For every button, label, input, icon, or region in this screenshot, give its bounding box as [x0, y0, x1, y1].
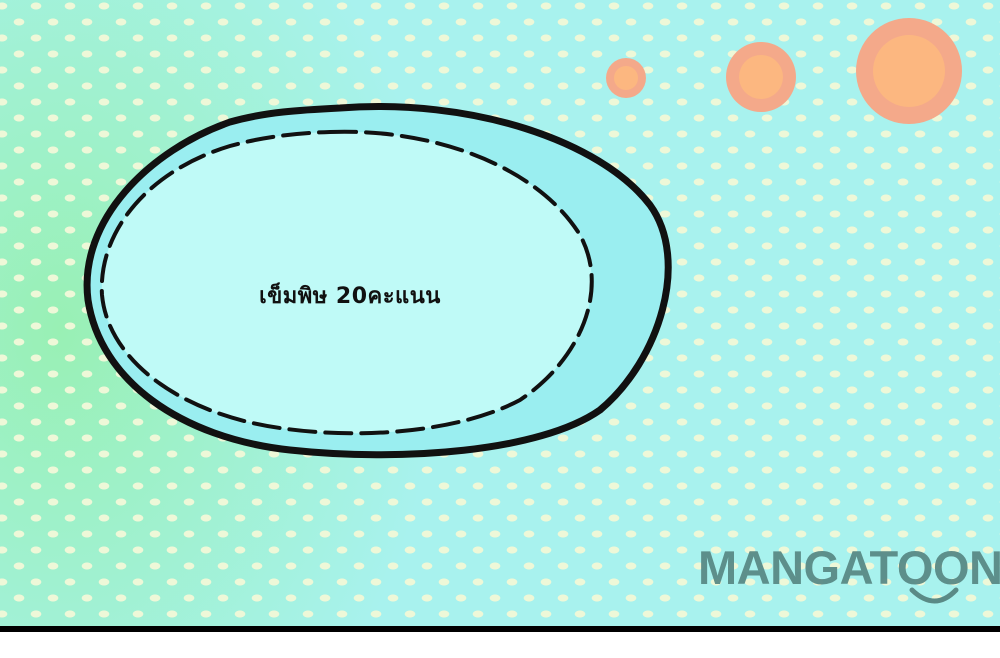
orange-circles: [606, 18, 962, 124]
bubble-text: เข็มพิษ 20คะแนน: [259, 284, 441, 309]
bubble-inner-shape: [99, 129, 594, 436]
decorations: [83, 18, 962, 604]
smile-icon: [909, 587, 959, 604]
panel-bottom-border: [0, 626, 1000, 632]
speech-bubble: [83, 103, 672, 459]
comic-panel: เข็มพิษ 20คะแนน MANGATOON: [0, 0, 1000, 630]
mangatoon-watermark: MANGATOON: [698, 541, 1000, 594]
